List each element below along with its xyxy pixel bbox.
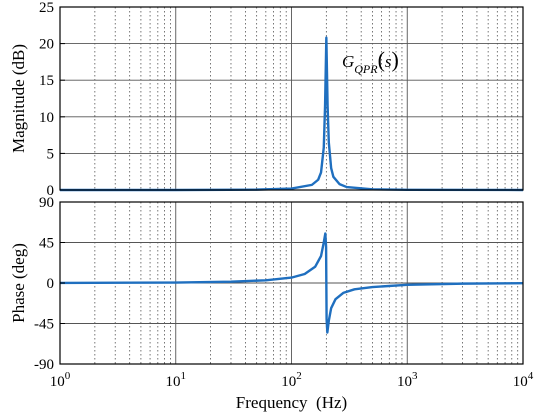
- y-tick-label: 20: [39, 37, 54, 53]
- magnitude-curve: [60, 36, 524, 192]
- magnitude-panel: 0 5 10 15 20 25 Magnitude (dB) GQPR(s): [9, 0, 524, 199]
- y-axis-label: Magnitude (dB): [9, 44, 28, 153]
- phase-curve: [59, 232, 524, 334]
- y-tick-label: 10: [39, 110, 54, 126]
- y-tick-label: -90: [34, 357, 54, 373]
- y-tick-label: 45: [39, 236, 54, 252]
- x-tick-label: 101: [166, 370, 187, 390]
- x-tick-label: 102: [281, 370, 302, 390]
- transfer-function-annotation: GQPR(s): [342, 47, 399, 76]
- y-tick-label: 25: [39, 0, 54, 16]
- y-tick-label: 0: [47, 183, 55, 199]
- x-axis-label: Frequency (Hz): [236, 393, 347, 412]
- y-tick-label: 5: [47, 146, 55, 162]
- y-tick-label: -45: [34, 317, 54, 333]
- plot-frame: [59, 6, 524, 191]
- x-tick-label: 103: [397, 370, 418, 390]
- y-axis-label: Phase (deg): [9, 243, 28, 323]
- y-tick-label: 90: [39, 195, 54, 211]
- y-tick-label: 0: [47, 276, 55, 292]
- x-tick-label: 100: [50, 370, 71, 390]
- phase-panel: 90 45 0 -45 -90 Phase (deg) 100 101 102 103 104 Fre…: [9, 195, 534, 412]
- x-tick-label: 104: [513, 370, 534, 390]
- y-tick-label: 15: [39, 73, 54, 89]
